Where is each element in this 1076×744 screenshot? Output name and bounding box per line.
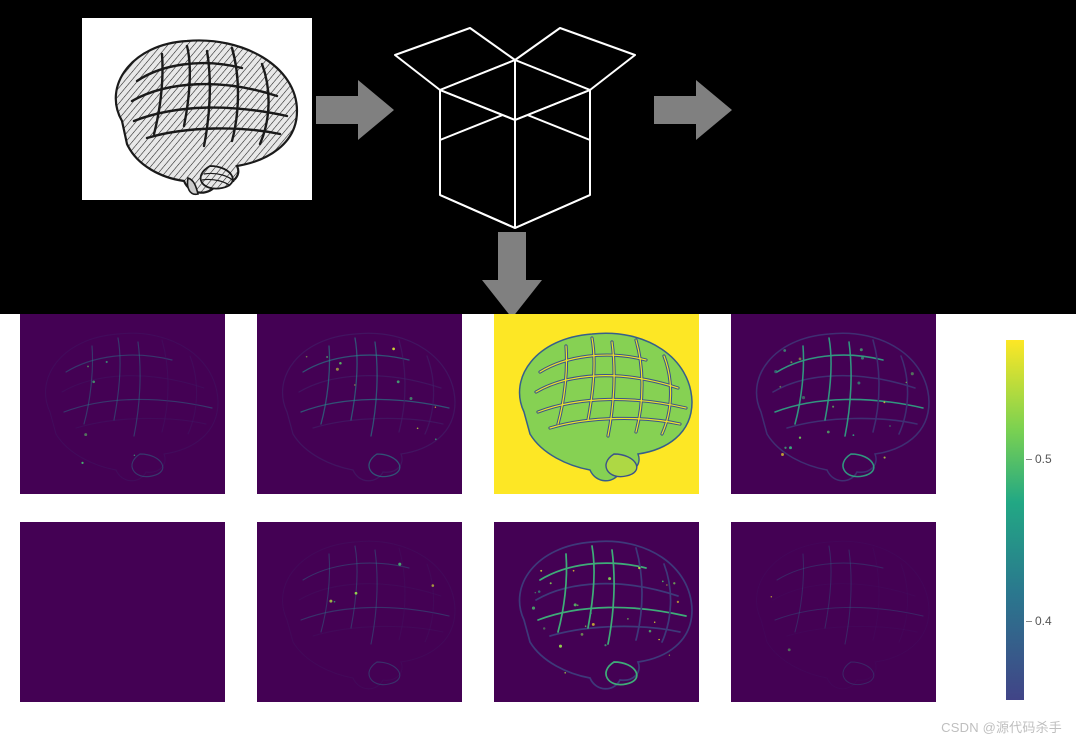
arrow-down-icon [480, 232, 544, 318]
open-box-icon [380, 0, 650, 236]
arrow-right-2-icon [654, 78, 732, 142]
colorbar-gradient [1006, 340, 1024, 700]
feature-map-grid [20, 314, 950, 702]
top-section [0, 0, 1076, 314]
watermark-text: CSDN @源代码杀手 [941, 717, 1062, 736]
feature-map-panel [20, 522, 225, 702]
colorbar-tick: 0.4 [1026, 614, 1052, 628]
feature-map-panel [731, 522, 936, 702]
colorbar-tick: 0.5 [1026, 452, 1052, 466]
feature-map-panel [494, 522, 699, 702]
feature-map-panel [257, 314, 462, 494]
black-box [380, 0, 650, 241]
feature-map-panel [257, 522, 462, 702]
input-brain-frame [82, 18, 312, 200]
feature-map-panel [494, 314, 699, 494]
feature-map-panel [20, 314, 225, 494]
bottom-section [0, 314, 1076, 714]
colorbar: 0.5 0.4 [1006, 340, 1054, 705]
brain-input-image [82, 18, 312, 200]
feature-map-panel [731, 314, 936, 494]
